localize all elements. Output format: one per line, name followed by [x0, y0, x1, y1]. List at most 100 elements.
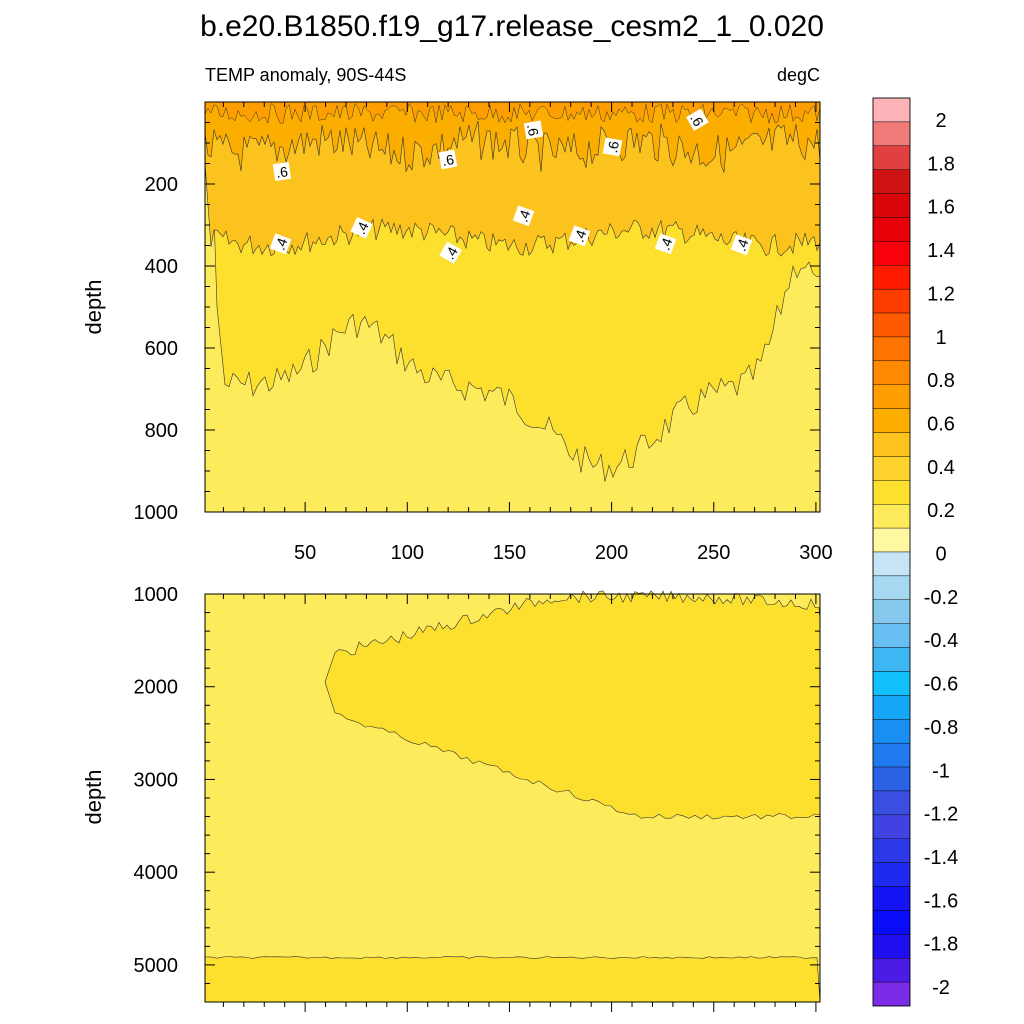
- contour-label-bg: [272, 161, 292, 182]
- colorbar-label: -0.2: [924, 587, 958, 609]
- colorbar-swatch: [872, 384, 911, 409]
- colorbar-label: -1.2: [924, 804, 958, 826]
- contour-label-group: .4: [654, 233, 677, 255]
- y-tick-label: 3000: [134, 769, 179, 791]
- colorbar-swatch: [872, 742, 911, 768]
- colorbar-swatch: [872, 671, 911, 696]
- upper-axes: 200 400 600 800 1000 50 100 150 200 250 300: [134, 101, 833, 564]
- lower-plot-area: [204, 590, 821, 1003]
- colorbar-swatch: [872, 575, 911, 600]
- contour-label-bg: [438, 149, 458, 170]
- upper-subtitle-left: TEMP anomaly, 90S-44S: [205, 65, 406, 85]
- colorbar-label: 2: [935, 110, 946, 132]
- colorbar-swatch: [872, 241, 911, 266]
- contour-label-group: .4: [730, 234, 753, 256]
- colorbar-swatch: [872, 527, 911, 553]
- contour-label-bg: [269, 233, 292, 255]
- contour-label-group: .4: [439, 241, 462, 264]
- colorbar-swatch: [872, 145, 911, 170]
- colorbar-label: -1.4: [924, 847, 958, 869]
- colorbar: 2 1.8 1.6 1.4 1.2 1 0.8 0.6 0.4 0.2 0 -0.2 -0.4 -0.6 -…: [872, 97, 958, 1007]
- colorbar-label: 1.4: [927, 240, 955, 262]
- contour-label-group: .6: [272, 161, 292, 182]
- colorbar-swatch: [872, 97, 911, 123]
- colorbar-swatch: [872, 456, 911, 481]
- colorbar-label: -1: [932, 760, 950, 782]
- colorbar-label: 0: [935, 544, 946, 566]
- colorbar-swatch: [872, 838, 911, 863]
- contour-label-bg: [439, 241, 462, 264]
- contour-label: .4: [732, 237, 751, 254]
- colorbar-swatch: [872, 886, 911, 911]
- figure-title: b.e20.B1850.f19_g17.release_cesm2_1_0.02…: [200, 10, 824, 43]
- contour-label-bg: [654, 233, 677, 255]
- colorbar-label: 1.2: [927, 283, 955, 305]
- colorbar-swatch: [872, 981, 911, 1007]
- contour-label-group: .6: [686, 108, 709, 131]
- colorbar-label: -0.4: [924, 630, 958, 652]
- colorbar-swatch: [872, 551, 911, 577]
- colorbar-label: 0.4: [927, 457, 955, 479]
- y-tick-label: 5000: [134, 955, 179, 977]
- colorbar-swatch: [872, 623, 911, 648]
- colorbar-swatch: [872, 599, 911, 624]
- contour-label-bg: [512, 205, 535, 227]
- contour-label: .6: [441, 151, 455, 169]
- x-tick-label: 300: [799, 542, 832, 564]
- colorbar-swatch: [872, 217, 911, 242]
- y-tick-label: 200: [145, 174, 178, 196]
- contour-label: .4: [570, 228, 589, 245]
- x-tick-label: 50: [294, 542, 316, 564]
- contour-label-group: .4: [269, 233, 292, 255]
- colorbar-swatch: [872, 432, 911, 457]
- colorbar-swatch: [872, 121, 911, 146]
- colorbar-swatch: [872, 910, 911, 935]
- colorbar-swatch: [872, 958, 911, 983]
- colorbar-label: -2: [932, 977, 950, 999]
- colorbar-swatch: [872, 288, 911, 314]
- colorbar-label: -1.6: [924, 890, 958, 912]
- colorbar-swatch: [872, 360, 911, 385]
- colorbar-swatch: [872, 169, 911, 194]
- y-tick-label: 4000: [134, 862, 179, 884]
- colorbar-label: -1.8: [924, 934, 958, 956]
- colorbar-swatch: [872, 695, 911, 720]
- colorbar-label: 1: [935, 327, 946, 349]
- y-tick-label: 1000: [134, 584, 179, 606]
- colorbar-label: 0.2: [927, 500, 955, 522]
- y-tick-label: 400: [145, 256, 178, 278]
- contour-label-group: .4: [350, 216, 373, 239]
- x-tick-label: 100: [391, 542, 424, 564]
- colorbar-swatch: [872, 814, 911, 839]
- contour-label-bg: [568, 225, 591, 247]
- contour-label-group: .6: [438, 149, 458, 170]
- upper-ylabel: depth: [81, 279, 106, 334]
- y-tick-label: 600: [145, 338, 178, 360]
- region-lower-bottom-layer: [204, 956, 821, 1003]
- colorbar-label: -0.8: [924, 717, 958, 739]
- contour-label-group: .6: [602, 137, 623, 157]
- y-tick-label: 1000: [134, 502, 179, 524]
- contour-label-bg: [602, 137, 623, 157]
- colorbar-swatch: [872, 647, 911, 672]
- upper-plot-area: .6 .6 .6 .6 .6 .4 .4 .4 .4 .4 .4 .4: [204, 101, 821, 512]
- upper-panel: TEMP anomaly, 90S-44S degC depth .6 .6 .6.…: [81, 65, 833, 564]
- colorbar-swatch: [872, 336, 911, 362]
- colorbar-swatch: [872, 504, 911, 529]
- y-tick-label: 2000: [134, 677, 179, 699]
- contour-label: .4: [514, 208, 533, 225]
- colorbar-swatch: [872, 719, 911, 744]
- colorbar-swatch: [872, 265, 911, 290]
- lower-ylabel: depth: [81, 769, 106, 824]
- contour-label-group: .4: [568, 225, 591, 247]
- x-tick-label: 150: [493, 542, 526, 564]
- colorbar-swatch: [872, 408, 911, 433]
- colorbar-label: 1.6: [927, 197, 955, 219]
- colorbar-label: 0.8: [927, 370, 955, 392]
- contour-label-bg: [523, 120, 544, 140]
- x-tick-label: 200: [595, 542, 628, 564]
- y-tick-label: 800: [145, 420, 178, 442]
- lower-panel: depth 1000 2000 3000 4000 5000: [81, 584, 821, 1012]
- colorbar-swatch: [872, 312, 911, 338]
